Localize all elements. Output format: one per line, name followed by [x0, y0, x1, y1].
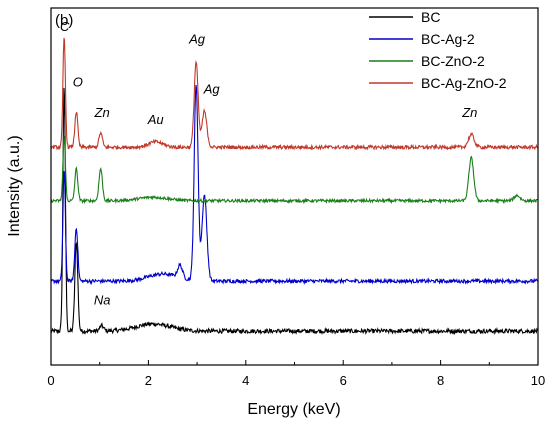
series-line-bc: [50, 87, 539, 336]
peak-label-ag: Ag: [188, 32, 206, 47]
peak-annotations: C O Zn Au Ag Ag Zn Na: [60, 19, 477, 307]
x-tick-label: 0: [47, 373, 54, 388]
legend-label: BC-Ag-ZnO-2: [421, 75, 507, 91]
peak-label-c: C: [60, 19, 70, 34]
series-line-bc-ag-2: [50, 84, 539, 286]
legend-label: BC: [421, 9, 440, 25]
x-axis-label: Energy (keV): [247, 401, 340, 418]
peak-label-ag: Ag: [203, 82, 221, 97]
x-axis-ticks: 0 2 4 6 8 10: [47, 360, 545, 388]
x-tick-label: 10: [531, 373, 545, 388]
series-layer: [50, 37, 539, 336]
x-tick-label: 8: [437, 373, 444, 388]
x-tick-label: 4: [242, 373, 249, 388]
legend-label: BC-Ag-2: [421, 31, 475, 47]
peak-label-o: O: [73, 75, 83, 90]
x-tick-label: 2: [145, 373, 152, 388]
peak-label-zn: Zn: [461, 105, 477, 120]
y-axis-label: Intensity (a.u.): [6, 135, 23, 236]
panel-label: (b): [55, 12, 73, 29]
peak-label-na: Na: [94, 292, 111, 307]
legend: BC BC-Ag-2 BC-ZnO-2 BC-Ag-ZnO-2: [369, 9, 507, 91]
peak-label-au: Au: [147, 112, 164, 127]
series-line-bc-ag-zno-2: [50, 37, 539, 151]
peak-label-zn: Zn: [94, 105, 110, 120]
x-tick-label: 6: [340, 373, 347, 388]
legend-label: BC-ZnO-2: [421, 53, 485, 69]
series-line-bc-zno-2: [50, 136, 539, 205]
